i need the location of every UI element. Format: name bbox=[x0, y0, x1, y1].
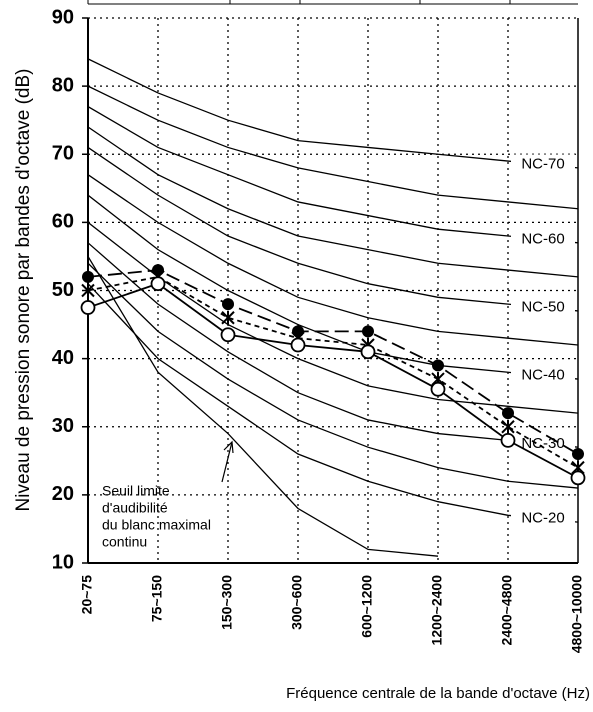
marker bbox=[222, 298, 234, 311]
series-line bbox=[88, 242, 578, 448]
series-label-bg bbox=[511, 154, 575, 175]
series-label-bg bbox=[511, 365, 575, 386]
annotation-text: d'audibilité bbox=[102, 500, 168, 516]
y-tick-label: 20 bbox=[52, 483, 74, 505]
annotation-arrow bbox=[221, 441, 233, 483]
series-line bbox=[88, 275, 578, 469]
series-line bbox=[88, 282, 578, 479]
marker bbox=[82, 270, 94, 283]
marker bbox=[362, 325, 374, 338]
y-tick-label: 60 bbox=[52, 211, 74, 233]
series-line bbox=[88, 269, 578, 455]
x-tick-label: 1200~2400 bbox=[429, 575, 445, 646]
marker bbox=[501, 419, 515, 434]
x-tick-label: 4800~10000 bbox=[569, 575, 585, 653]
series-label: NC-60 bbox=[521, 230, 564, 247]
x-tick-label: 150~300 bbox=[219, 575, 235, 630]
marker bbox=[432, 359, 444, 372]
series-line bbox=[88, 256, 439, 557]
annotation-text: continu bbox=[102, 534, 147, 550]
y-tick-label: 80 bbox=[52, 74, 74, 96]
annotation-arrowhead bbox=[223, 440, 234, 454]
marker bbox=[430, 381, 446, 397]
marker bbox=[572, 448, 584, 460]
x-tick-label: 2400~4800 bbox=[499, 575, 515, 646]
series-label: NC-20 bbox=[521, 510, 564, 527]
x-tick-label: 75~150 bbox=[149, 575, 165, 622]
marker bbox=[570, 470, 586, 486]
table-fragment bbox=[87, 0, 578, 5]
marker bbox=[500, 432, 516, 448]
marker bbox=[150, 276, 166, 292]
x-axis-label: Fréquence centrale de la bande d'octave … bbox=[286, 685, 590, 702]
series-label-bg bbox=[511, 297, 575, 318]
annotation-text: du blanc maximal bbox=[102, 517, 211, 533]
marker bbox=[290, 337, 306, 353]
series-line bbox=[88, 194, 578, 380]
series-line bbox=[88, 85, 578, 210]
marker bbox=[221, 310, 235, 325]
x-tick-label: 600~1200 bbox=[359, 575, 375, 638]
series-line bbox=[88, 126, 578, 278]
annotation-text: Seuil limite bbox=[102, 483, 170, 499]
y-tick-label: 30 bbox=[52, 415, 74, 437]
y-tick-label: 90 bbox=[52, 6, 74, 28]
series-line bbox=[88, 174, 578, 346]
y-tick-label: 40 bbox=[52, 347, 74, 369]
series-line bbox=[88, 106, 578, 244]
marker bbox=[220, 327, 236, 343]
series-label: NC-50 bbox=[521, 299, 564, 316]
series-line bbox=[88, 146, 578, 312]
x-tick-label: 300~600 bbox=[289, 575, 305, 630]
series-label-bg bbox=[511, 508, 575, 529]
x-tick-label: 20~75 bbox=[79, 575, 95, 615]
series-line bbox=[88, 283, 578, 523]
marker bbox=[81, 283, 95, 298]
series-label: NC-40 bbox=[521, 367, 564, 384]
y-tick-label: 70 bbox=[52, 143, 74, 165]
y-tick-label: 50 bbox=[52, 279, 74, 301]
marker bbox=[502, 407, 514, 420]
series-line bbox=[88, 58, 578, 169]
series-line bbox=[88, 262, 578, 489]
series-label: NC-70 bbox=[521, 155, 564, 172]
y-axis-label: Niveau de pression sonore par bandes d'o… bbox=[13, 68, 34, 511]
marker bbox=[360, 344, 376, 360]
series-label-bg bbox=[511, 229, 575, 250]
marker bbox=[80, 300, 96, 315]
y-tick-label: 10 bbox=[52, 551, 74, 573]
